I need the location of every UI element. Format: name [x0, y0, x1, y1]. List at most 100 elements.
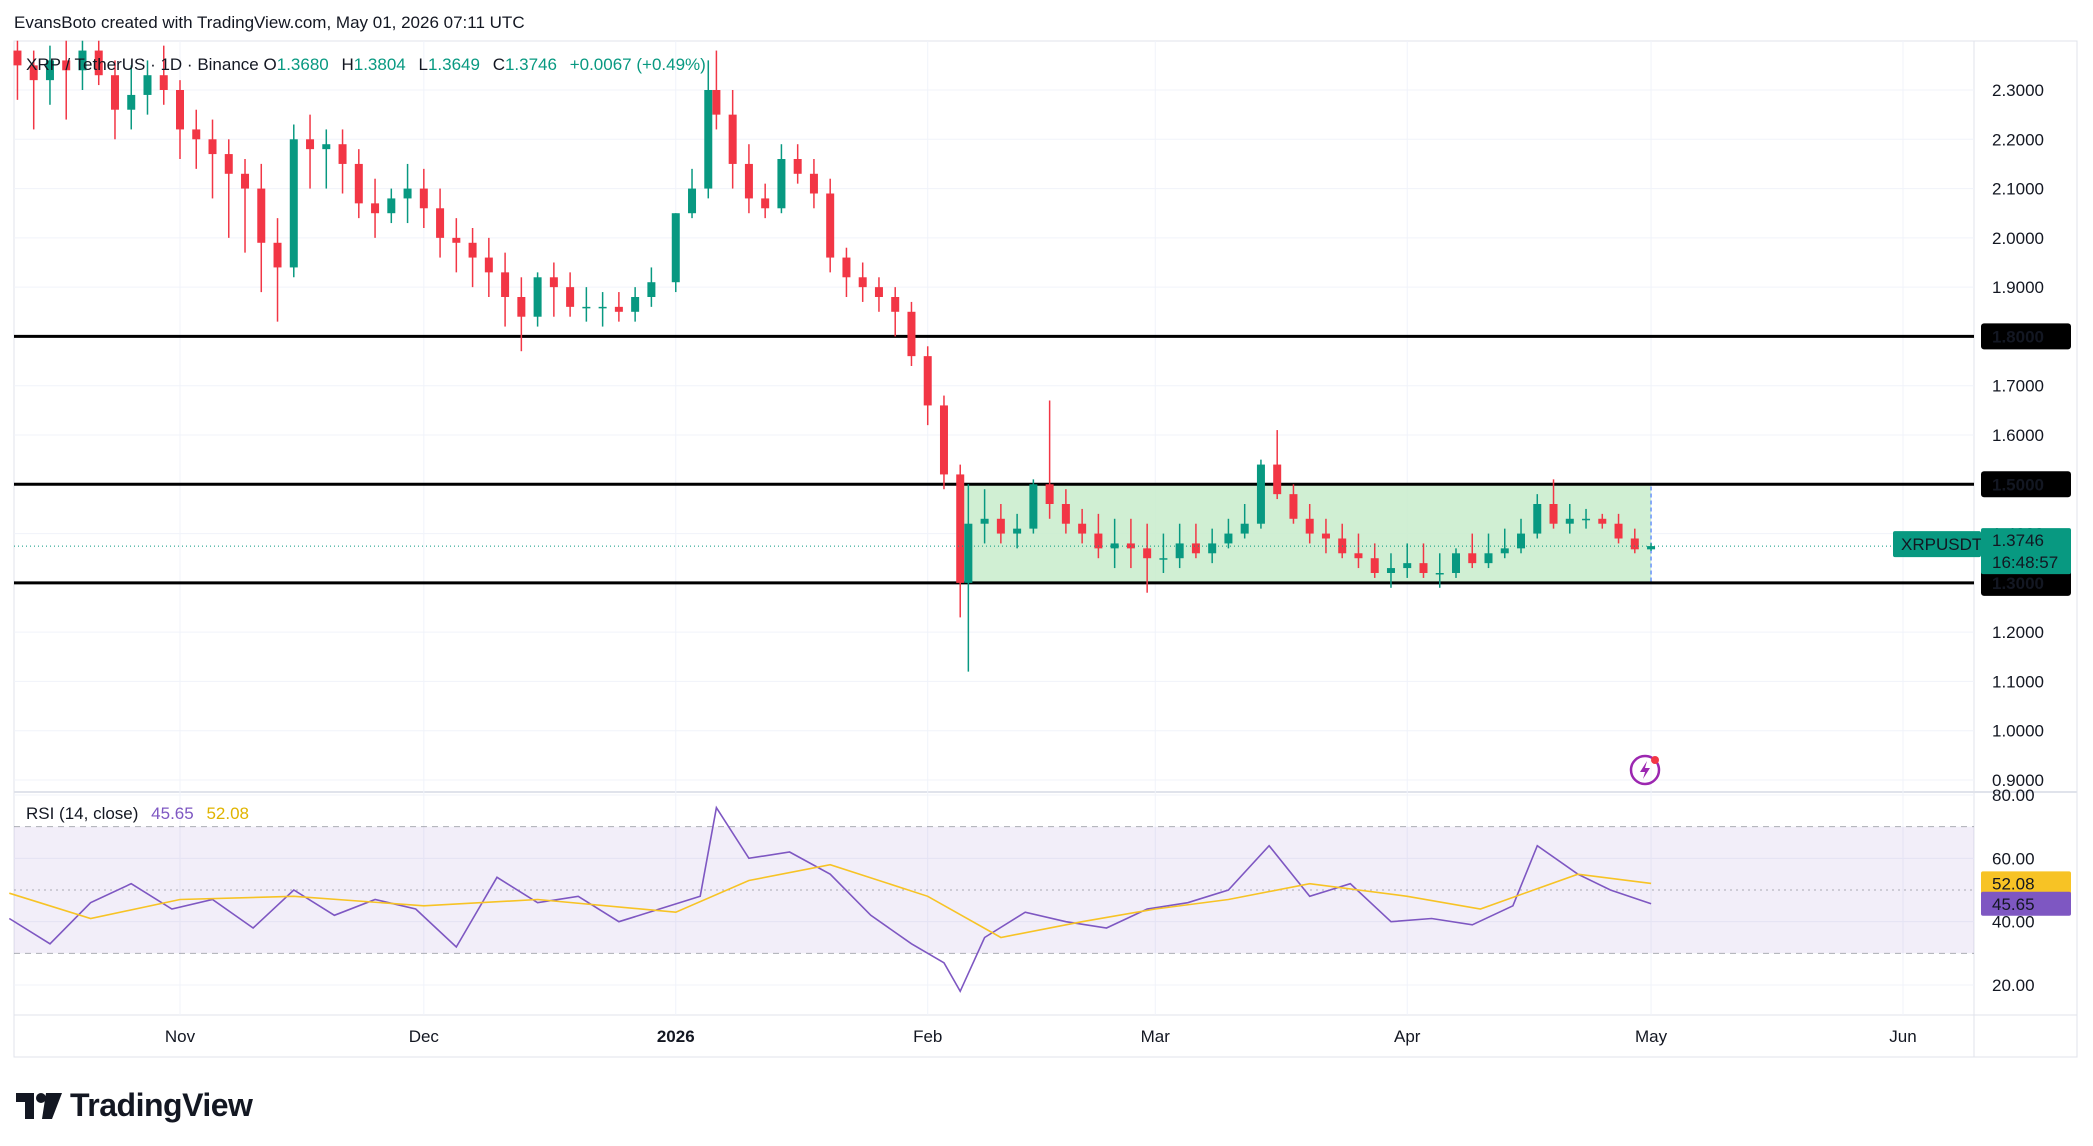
tradingview-logo-text: TradingView [70, 1087, 253, 1123]
candle-body [436, 208, 445, 238]
rsi-tick-label: 20.00 [1992, 976, 2035, 995]
candle-body [631, 297, 640, 312]
candle-body [907, 311, 916, 357]
candle-body [159, 75, 168, 90]
candle-body [1565, 518, 1574, 524]
symbol-tag [1893, 531, 1981, 558]
candle-body [923, 356, 932, 406]
price-tick-label: 1.0000 [1992, 722, 2044, 741]
candle-body [809, 173, 818, 194]
level-badge-label: 1.5000 [1992, 475, 2044, 494]
price-tick-label: 1.2000 [1992, 623, 2044, 642]
candle-body [1143, 548, 1152, 559]
candle-body [1598, 518, 1607, 524]
rsi-tick-label: 60.00 [1992, 849, 2035, 868]
time-tick-label: Jun [1889, 1027, 1916, 1046]
candle-body [403, 188, 412, 199]
tradingview-logo: TradingView [16, 1087, 253, 1124]
rsi-axis: 80.00 60.00 40.00 20.00 [1992, 786, 2035, 995]
candle-body [1533, 504, 1542, 534]
high-label: H [341, 55, 353, 74]
time-tick-label: Nov [165, 1027, 196, 1046]
candle-body [306, 139, 315, 150]
symbol-tag-label: XRPUSDT [1901, 535, 1982, 554]
candle-body [484, 257, 493, 273]
candle-body [1647, 546, 1656, 550]
candle-body [1191, 543, 1200, 554]
time-axis: Nov Dec 2026 Feb Mar Apr May Jun [165, 1027, 1917, 1046]
candle-body [1175, 543, 1184, 559]
candle-body [289, 139, 298, 268]
rsi-badge [1981, 891, 2071, 916]
flash-icon[interactable] [1629, 754, 1661, 786]
candle-body [29, 65, 38, 81]
candle-body [192, 129, 201, 140]
candle-body [761, 198, 770, 209]
candle-body [1484, 553, 1493, 564]
candle-body [338, 144, 347, 164]
candle-body [647, 282, 656, 297]
candle-body [842, 257, 851, 278]
candle-body [566, 287, 575, 307]
time-tick-label: Mar [1141, 1027, 1171, 1046]
candle-body [1045, 484, 1054, 504]
candle-body [224, 154, 233, 174]
low-label: L [418, 55, 427, 74]
price-tick-label: 0.9000 [1992, 771, 2044, 790]
candle-body [858, 277, 867, 288]
candle-body [419, 188, 428, 209]
change-value: +0.0067 (+0.49%) [570, 55, 706, 74]
candle-body [1582, 518, 1591, 521]
price-tick-label: 1.7000 [1992, 377, 2044, 396]
candle-body [1208, 543, 1217, 554]
candle-body [826, 193, 835, 258]
countdown-label: 16:48:57 [1992, 553, 2058, 572]
axis-badges: 1.8000 1.5000 1.3000 XRPUSDT 1.3746 16:48:57 5… [1893, 323, 2071, 916]
time-tick-label: Dec [409, 1027, 440, 1046]
candle-body [273, 242, 282, 268]
rsi-lines [8, 805, 1652, 994]
last-price-label: 1.3746 [1992, 531, 2044, 550]
candle-body [614, 306, 623, 312]
candle-body [1321, 533, 1330, 539]
candle-body [78, 50, 87, 71]
candle-body [728, 114, 737, 164]
high-value: 1.3804 [354, 55, 406, 74]
rsi-value: 45.65 [151, 804, 194, 823]
candle-body [1500, 548, 1509, 554]
horizontal-levels [14, 334, 1974, 585]
price-axis: 2.3000 2.2000 2.1000 2.0000 1.9000 1.7000 1.60… [1992, 81, 2044, 790]
last-price-badge [1981, 528, 2071, 575]
rsi-header: RSI (14, close) 45.65 52.08 [26, 804, 249, 823]
candle-body [371, 203, 380, 214]
candle-body [208, 139, 217, 155]
open-label: O [264, 55, 277, 74]
candle-body [1435, 573, 1444, 575]
candle-body [777, 159, 786, 209]
price-tick-label: 1.1000 [1992, 672, 2044, 691]
range-box-rect [959, 483, 1652, 584]
candle-body [127, 94, 136, 110]
price-tick-label: 2.1000 [1992, 180, 2044, 199]
open-value: 1.3680 [277, 55, 329, 74]
candle-body [110, 75, 119, 110]
candle-body [996, 518, 1005, 534]
candle-body [1517, 533, 1526, 549]
rsi-tick-label: 40.00 [1992, 913, 2035, 932]
price-tick-label: 2.0000 [1992, 229, 2044, 248]
candle-body [598, 306, 607, 309]
close-label: C [493, 55, 505, 74]
candle-body [1403, 563, 1412, 569]
candle-body [322, 144, 331, 150]
candle-body [980, 518, 989, 524]
candle-body [517, 297, 526, 317]
candle-body [1029, 484, 1038, 529]
attribution: EvansBoto created with TradingView.com, … [14, 13, 525, 32]
candle-body [1273, 464, 1282, 495]
rsi-title: RSI (14, close) [26, 804, 138, 823]
candle-body [688, 188, 697, 214]
rsi-ma-line [9, 863, 1652, 939]
price-tick-label: 1.9000 [1992, 278, 2044, 297]
time-tick-label: 2026 [657, 1027, 695, 1046]
